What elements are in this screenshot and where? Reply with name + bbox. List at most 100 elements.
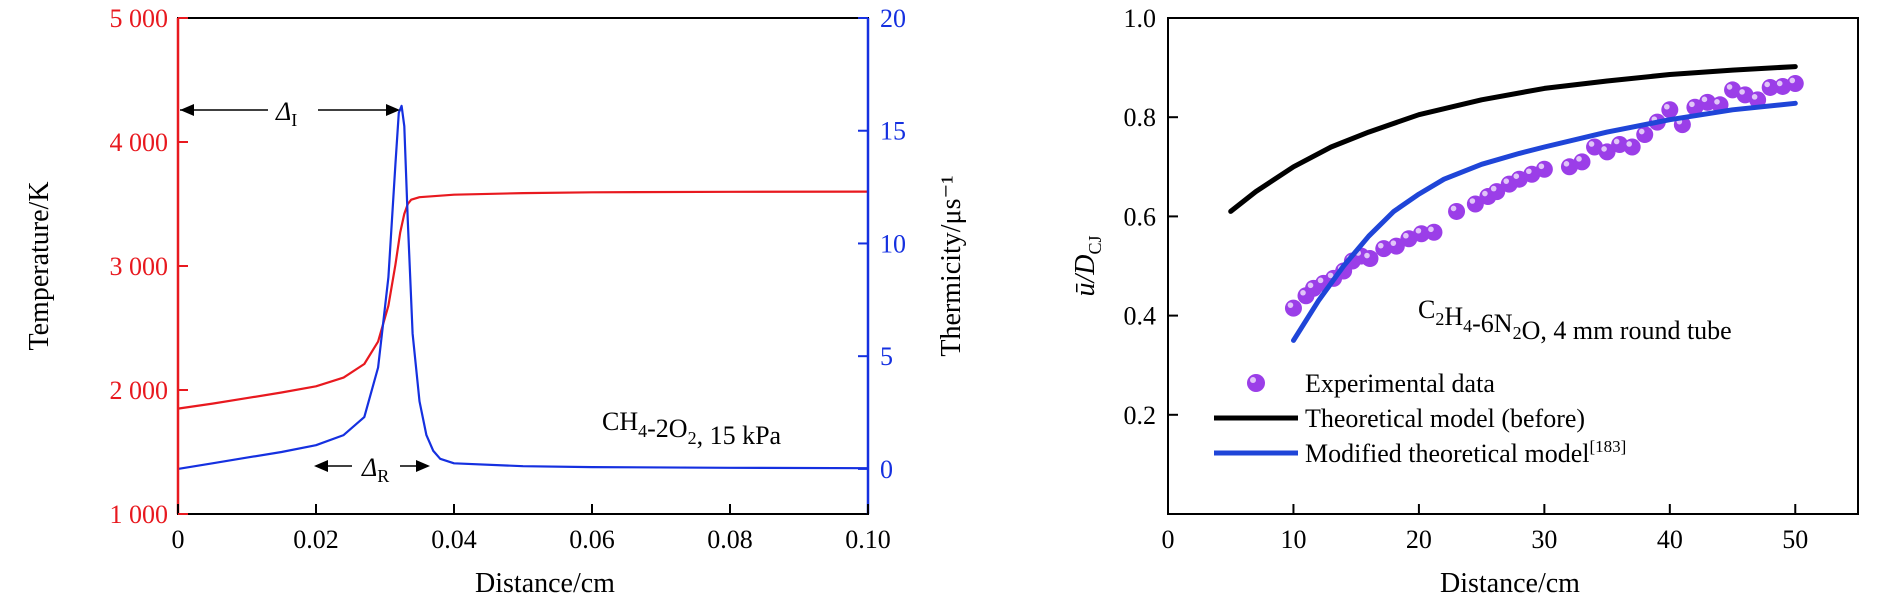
experimental-point-highlight: [1513, 173, 1520, 179]
experimental-point-highlight: [1726, 84, 1733, 90]
right-chart-x-tick-label: 50: [1782, 525, 1808, 554]
legend-marker-experimental-highlight: [1250, 377, 1256, 383]
experimental-point-highlight: [1415, 227, 1422, 234]
right-y-tick-label: 0: [880, 455, 893, 484]
legend-label-experimental: Experimental data: [1305, 369, 1495, 398]
experimental-point-highlight: [1538, 163, 1545, 170]
left-x-tick-label: 0.02: [293, 525, 339, 554]
delta-i-right-arrowhead: [386, 104, 400, 116]
left-y-tick-label: 5 000: [110, 4, 169, 33]
left-chart: 0 0.02 0.04 0.06 0.08 0.10 1 000 2 000 3 000 4 00…: [24, 4, 967, 599]
right-y-tick-label: 15: [880, 117, 906, 146]
experimental-point: [1573, 153, 1591, 171]
experimental-point-highlight: [1751, 94, 1758, 100]
legend: Experimental data Theoretical model (bef…: [1214, 369, 1626, 468]
thermicity-line: [177, 104, 869, 470]
experimental-point: [1636, 126, 1654, 144]
left-annotation: CH4-2O2, 15 kPa: [602, 407, 782, 450]
delta-i-left-arrowhead: [180, 104, 194, 116]
experimental-point-highlight: [1714, 99, 1720, 105]
right-y-axis-label-text: ū/DCJ: [1070, 235, 1105, 296]
experimental-point-highlight: [1689, 101, 1695, 108]
left-x-tick-label: 0.08: [707, 525, 753, 554]
right-chart-y-tick-label: 1.0: [1124, 4, 1157, 33]
legend-label-modified: Modified theoretical model[183]: [1305, 437, 1626, 468]
right-chart: 0 10 20 30 40 50 0.2 0.4 0.6 0.8 1.0 Distance/cm ū…: [1070, 4, 1859, 599]
experimental-point-highlight: [1601, 146, 1607, 152]
right-y-tick-label: 20: [880, 4, 906, 33]
experimental-point-highlight: [1776, 80, 1783, 87]
right-y-tick-label: 5: [880, 342, 893, 371]
experimental-point-highlight: [1377, 242, 1384, 249]
right-y-axis-label: Thermicity/μs⁻¹: [936, 175, 967, 356]
modified-theoretical-line: [1291, 100, 1798, 343]
right-chart-x-tick-label: 30: [1531, 525, 1557, 554]
experimental-point-highlight: [1428, 226, 1434, 233]
right-chart-y-tick-label: 0.8: [1124, 103, 1157, 132]
left-y-tick-label: 4 000: [110, 128, 169, 157]
right-chart-x-tick-label: 40: [1657, 525, 1683, 554]
theoretical-before-line: [1228, 64, 1798, 214]
delta-r-label: ΔR: [361, 453, 389, 486]
experimental-point-highlight: [1664, 103, 1670, 110]
left-series-group: [177, 104, 869, 470]
experimental-point-highlight: [1764, 81, 1770, 88]
experimental-point: [1786, 74, 1804, 92]
experimental-point: [1623, 138, 1641, 156]
right-chart-x-tick-label: 0: [1162, 525, 1175, 554]
experimental-point-highlight: [1403, 232, 1409, 239]
left-x-tick-label: 0.10: [845, 525, 891, 554]
delta-r-marker: ΔR: [314, 453, 430, 486]
right-series-group: [1228, 64, 1804, 343]
experimental-point: [1284, 299, 1302, 317]
experimental-point-highlight: [1317, 277, 1324, 284]
experimental-point-highlight: [1300, 289, 1306, 296]
right-chart-y-tick-label: 0.2: [1124, 401, 1157, 430]
experimental-point-highlight: [1469, 198, 1476, 204]
experimental-point-highlight: [1613, 138, 1620, 145]
experimental-point-highlight: [1789, 77, 1796, 84]
right-chart-y-tick-label: 0.6: [1124, 202, 1157, 231]
experimental-point: [1535, 160, 1553, 178]
right-y-tick-label: 10: [880, 229, 906, 258]
experimental-point-highlight: [1701, 96, 1708, 103]
experimental-point-highlight: [1490, 185, 1497, 192]
experimental-point-highlight: [1327, 272, 1334, 279]
right-chart-x-tick-label: 20: [1406, 525, 1432, 554]
left-x-tick-label: 0.06: [569, 525, 615, 554]
left-x-axis-label: Distance/cm: [475, 568, 615, 599]
experimental-point-highlight: [1307, 282, 1314, 289]
experimental-point-highlight: [1588, 141, 1595, 147]
delta-r-left-arrowhead: [314, 460, 328, 472]
delta-r-right-arrowhead: [416, 460, 430, 472]
right-plot-frame: [1167, 17, 1859, 515]
experimental-point: [1425, 223, 1443, 241]
experimental-point-highlight: [1739, 89, 1745, 95]
temperature-line: [177, 190, 869, 410]
experimental-point: [1661, 101, 1679, 119]
experimental-point: [1361, 250, 1379, 268]
experimental-point-highlight: [1563, 161, 1570, 167]
legend-marker-experimental: [1247, 374, 1265, 392]
experimental-point-highlight: [1626, 141, 1632, 147]
left-y-axis-label: Temperature/K: [24, 181, 55, 350]
experimental-point-highlight: [1638, 128, 1645, 135]
right-chart-y-tick-label: 0.4: [1124, 302, 1157, 331]
left-y-tick-label: 3 000: [110, 252, 169, 281]
experimental-point-highlight: [1482, 190, 1488, 197]
right-ticks-group: 0 10 20 30 40 50 0.2 0.4 0.6 0.8 1.0: [1124, 4, 1809, 554]
right-chart-x-tick-label: 10: [1280, 525, 1306, 554]
right-x-axis-label: Distance/cm: [1440, 568, 1580, 599]
delta-i-label: ΔI: [275, 97, 297, 130]
experimental-point: [1448, 202, 1466, 220]
left-y-tick-label: 2 000: [110, 376, 169, 405]
experimental-point-highlight: [1450, 205, 1457, 212]
legend-label-before: Theoretical model (before): [1305, 404, 1585, 433]
experimental-point-highlight: [1390, 240, 1397, 246]
left-y-tick-label: 1 000: [110, 500, 169, 529]
left-ticks-group: 0 0.02 0.04 0.06 0.08 0.10 1 000 2 000 3 000 4 00…: [110, 4, 907, 554]
experimental-point-highlight: [1364, 252, 1370, 259]
delta-i-marker: ΔI: [180, 97, 400, 130]
experimental-point-highlight: [1526, 168, 1532, 175]
